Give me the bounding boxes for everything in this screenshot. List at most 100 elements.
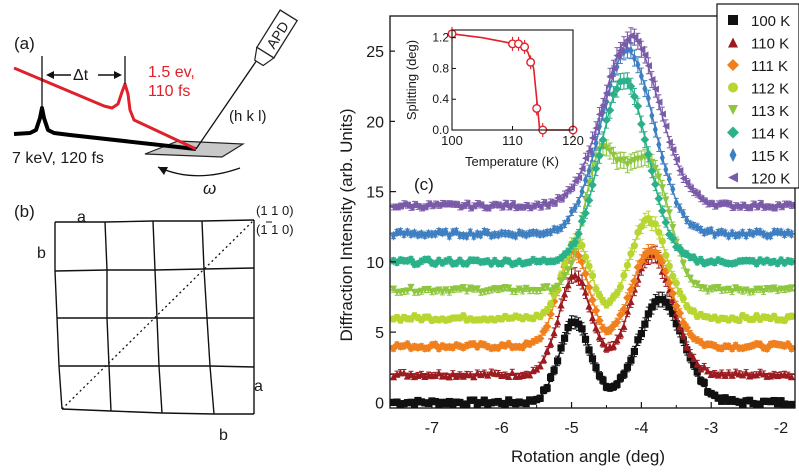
axis-ticks: -7 -6 -5 -4 -3 -2 0 5 10 15 20 25 [366,44,788,437]
data-point [599,376,607,384]
data-point [523,229,529,240]
data-point [679,294,687,303]
data-point [550,329,558,337]
data-point [651,180,660,189]
data-point [637,119,646,129]
data-point [658,184,666,192]
apd-detector: APD [254,9,299,67]
data-point [574,251,583,261]
data-point [508,200,516,208]
inset-x-axis-label: Temperature (K) [465,154,559,169]
data-point [605,105,615,115]
inset-ticks: 100 110 120 0.0 0.4 0.8 1.2 [432,31,584,148]
data-point [585,147,593,155]
data-point [536,394,544,402]
data-point [474,228,480,239]
data-point [605,326,615,335]
data-point [647,166,657,176]
legend-label: 111 K [751,58,788,75]
data-point [637,222,645,231]
data-point [648,303,656,311]
data-point [661,267,671,276]
data-point [619,304,629,314]
data-point [576,196,582,207]
data-point [655,98,663,106]
data-point [607,80,613,91]
data-point [553,255,562,265]
data-point [725,200,733,208]
data-point [787,284,796,292]
data-point [564,266,572,275]
data-point [577,216,587,226]
delay-arrowhead-right [114,71,122,79]
data-point [450,227,456,238]
y-tick-label: 5 [375,325,384,342]
data-point [581,208,590,218]
data-point [602,89,611,97]
data-point [630,276,639,286]
data-point [665,209,673,217]
data-point [658,257,667,266]
data-point [658,237,666,245]
data-point [630,33,638,41]
data-point [560,190,569,199]
data-point [665,262,673,270]
data-point [662,122,670,130]
data-point [565,214,571,225]
data-point [616,374,625,382]
data-point [540,355,548,364]
data-point [661,218,671,227]
data-point [682,249,692,259]
data-point [770,204,778,212]
lattice-axis-a-top: a [77,209,86,226]
data-point [669,224,677,232]
data-point [728,288,736,296]
data-point [534,227,540,239]
data-point [623,261,632,269]
data-point [666,174,672,185]
inset-y-tick-label: 0.8 [432,61,449,75]
data-point [477,201,485,209]
data-point [505,284,513,292]
data-point [533,365,541,373]
data-point [644,310,652,318]
legend-marker [729,148,737,162]
data-point [658,110,666,118]
data-point [606,147,614,155]
data-point [543,202,551,210]
data-point [686,349,694,358]
data-point [669,146,677,154]
data-point [417,370,426,378]
data-point [578,325,586,333]
data-point [644,62,652,70]
data-point [532,335,541,345]
y-tick-label: 20 [366,114,384,131]
data-point [574,320,583,328]
data-point [505,203,513,211]
data-point [407,203,415,212]
data-point [742,203,750,212]
data-point [557,195,565,203]
data-point [574,174,583,182]
data-point [752,259,761,268]
data-point [501,400,509,408]
probe-label: 7 keV, 120 fs [12,150,104,167]
data-point [478,229,484,240]
data-point [520,228,526,239]
data-point [641,320,649,328]
data-point [728,371,736,379]
data-point [547,300,555,308]
data-point [671,242,681,252]
legend-marker [728,82,738,93]
data-point [431,371,439,379]
data-point [768,230,774,241]
data-point [749,200,757,208]
data-point [684,215,690,226]
data-point [699,259,709,268]
data-point [542,322,552,331]
data-point [718,199,726,207]
inset-fit-curve [451,33,573,131]
data-point [700,379,708,387]
data-point [470,396,478,404]
data-point [606,72,614,80]
